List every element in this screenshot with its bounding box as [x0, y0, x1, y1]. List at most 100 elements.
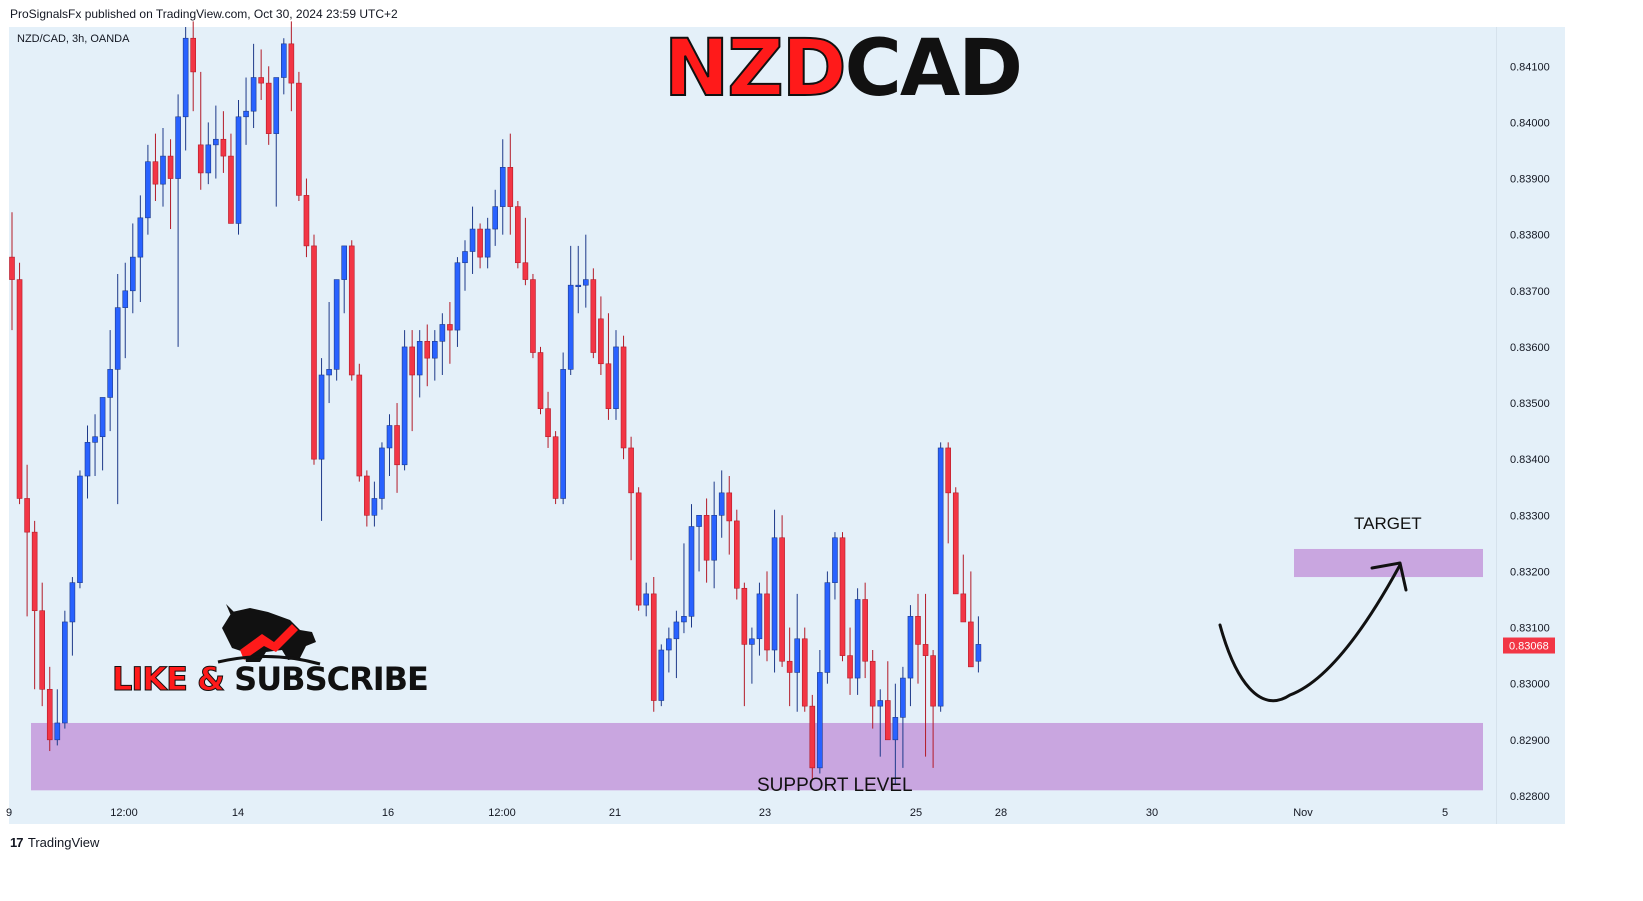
candle-body — [228, 155, 234, 224]
y-tick-label: 0.83700 — [1510, 286, 1550, 298]
candle-body — [318, 374, 325, 460]
candle-body — [945, 447, 952, 494]
candle-body — [786, 660, 793, 673]
candle-body — [545, 408, 551, 438]
candle-body — [273, 77, 280, 134]
candle-body — [424, 341, 431, 359]
y-tick-label: 0.83500 — [1510, 398, 1550, 410]
candle-body — [801, 638, 808, 707]
candle-body — [711, 515, 717, 561]
candle-body — [605, 363, 612, 409]
candle-body — [620, 346, 627, 449]
candle-body — [726, 492, 733, 522]
candle-body — [847, 655, 853, 679]
candle-body — [175, 116, 181, 179]
candle-body — [552, 436, 559, 499]
candle-body — [673, 621, 680, 640]
candle-body — [280, 43, 287, 78]
candle-body — [560, 369, 566, 499]
candle-body — [296, 82, 302, 196]
candle-body — [915, 616, 921, 645]
candle-body — [643, 593, 650, 606]
title-part-1: NZD — [663, 24, 848, 114]
candle-body — [39, 610, 46, 690]
candle-body — [31, 531, 38, 612]
publish-info: ProSignalsFx published on TradingView.co… — [10, 7, 398, 21]
candle-body — [764, 593, 770, 651]
candle-body — [960, 593, 967, 623]
projection-arrow-head — [1370, 561, 1408, 592]
candle-body — [975, 644, 982, 662]
candle-body — [167, 155, 174, 179]
candle-body — [922, 644, 929, 656]
candle-body — [439, 324, 446, 342]
candle-body — [658, 649, 665, 701]
candle-body — [628, 447, 634, 494]
candle-body — [16, 279, 23, 499]
x-tick-label: 16 — [382, 807, 394, 819]
candle-body — [379, 447, 385, 499]
candle-body — [348, 245, 355, 376]
candle-body — [341, 245, 348, 280]
candle-body — [258, 77, 264, 84]
candle-body — [492, 206, 499, 230]
candle-body — [907, 616, 914, 679]
candle-body — [869, 660, 876, 707]
y-tick-label: 0.83900 — [1510, 174, 1550, 186]
candle-body — [749, 638, 755, 645]
candle-body — [817, 672, 823, 769]
candle-body — [235, 116, 242, 224]
candle-body — [326, 369, 332, 376]
price-axis[interactable] — [1497, 27, 1565, 824]
x-tick-label: 9 — [6, 807, 12, 819]
chart-title: NZDCAD — [663, 29, 1023, 109]
candle-body — [696, 515, 702, 527]
candle-body — [409, 346, 415, 376]
candle-body — [356, 374, 363, 477]
candle-body — [416, 341, 423, 376]
candle-body — [333, 279, 340, 370]
candle-body — [681, 616, 687, 623]
candle-body — [968, 621, 974, 668]
y-tick-label: 0.83400 — [1510, 454, 1550, 466]
candle-body — [311, 245, 317, 460]
candle-body — [46, 688, 53, 741]
candle-body — [530, 279, 536, 353]
x-tick-label: 23 — [759, 807, 771, 819]
candle-body — [484, 228, 491, 258]
candle-body — [401, 346, 408, 466]
candle-body — [718, 492, 725, 516]
candle-body — [107, 369, 113, 398]
candle-body — [99, 397, 106, 438]
plot-area[interactable] — [9, 27, 1497, 824]
candle-body — [756, 593, 763, 640]
candle-body — [771, 537, 778, 651]
footer-brand[interactable]: 17 TradingView — [10, 835, 99, 850]
candle-body — [62, 621, 68, 724]
candle-body — [937, 447, 944, 707]
x-tick-label: 12:00 — [110, 807, 138, 819]
candle-body — [499, 167, 506, 207]
support-zone — [31, 722, 1483, 791]
candle-body — [250, 77, 257, 112]
candle-body — [892, 717, 899, 741]
y-tick-label: 0.83800 — [1510, 230, 1550, 242]
candle-body — [613, 346, 619, 409]
candle-body — [371, 498, 378, 516]
candle-body — [854, 599, 861, 679]
target-label: TARGET — [1354, 514, 1422, 533]
like-subscribe-banner: LIKE & SUBSCRIBE — [112, 663, 429, 696]
candle-body — [877, 700, 884, 707]
candle-body — [69, 582, 76, 623]
candle-body — [9, 256, 15, 280]
candle-body — [703, 515, 710, 561]
candle-body — [303, 195, 310, 247]
y-tick-label: 0.82900 — [1510, 735, 1550, 747]
candle-body — [454, 262, 461, 331]
x-tick-label: 14 — [232, 807, 244, 819]
candle-body — [733, 520, 740, 589]
candle-body — [213, 138, 219, 146]
candle-body — [447, 324, 453, 331]
projection-arrow — [1218, 563, 1402, 703]
